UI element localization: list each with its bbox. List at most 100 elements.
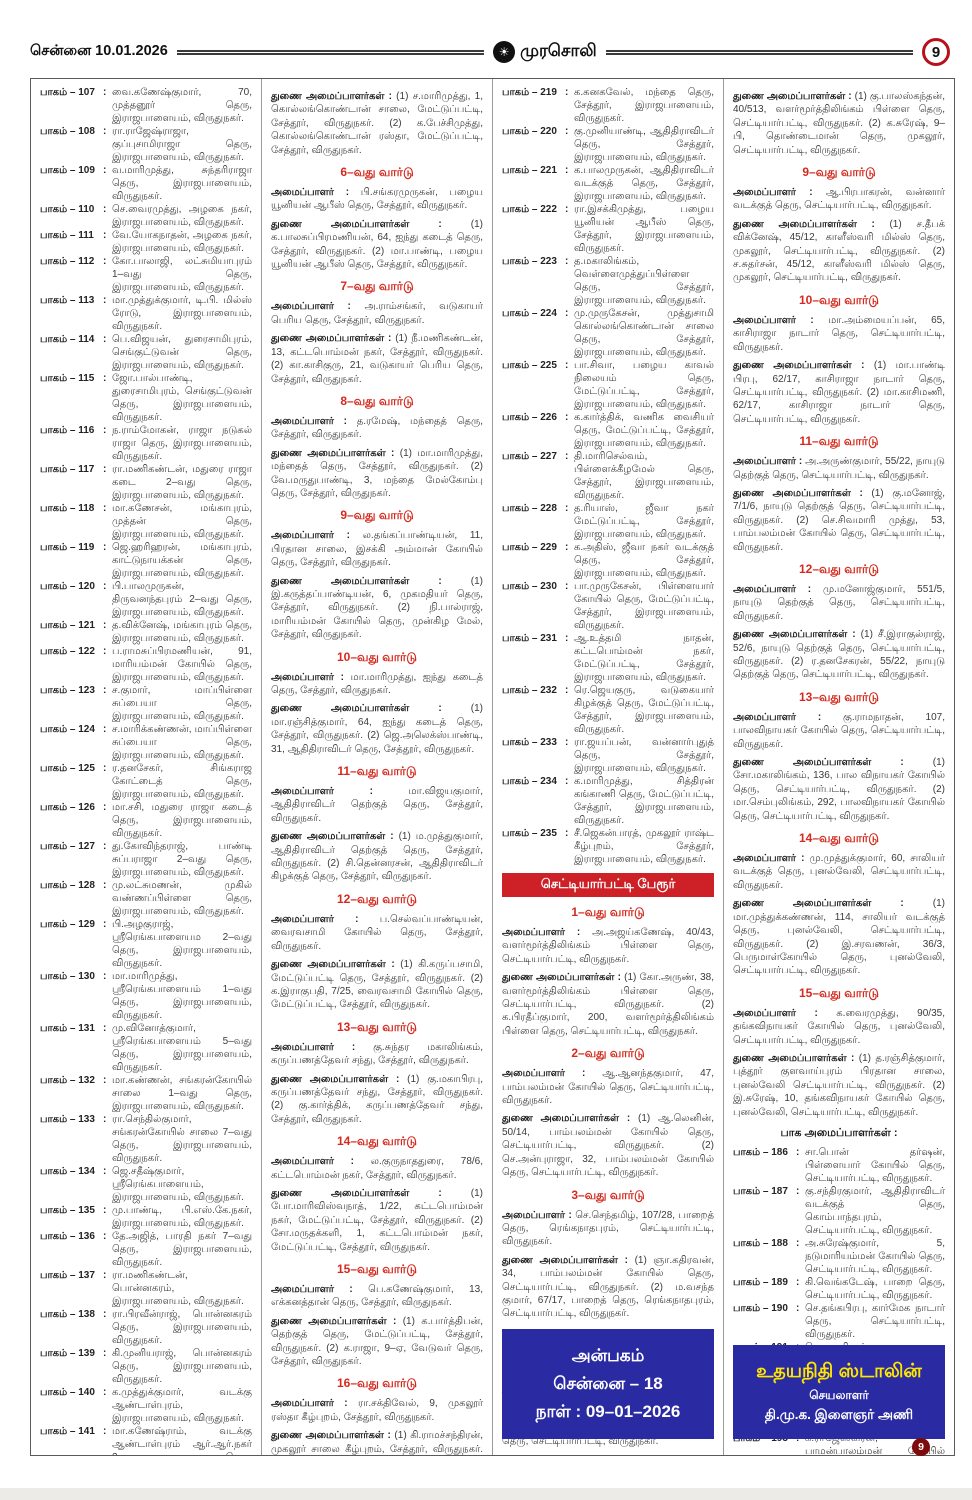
paragraph-text: ல.குருநாததுரை, 78/6, கட்டபொம்மன் நகர், ச…	[271, 1156, 483, 1181]
ward-heading: 11–வது வார்டு	[337, 764, 417, 779]
part-text: பி.பாலமுருகன், திருவனந்தபுரம் 2–வது தெரு…	[112, 581, 252, 618]
part-text: பெ.விஜயன், துரைசாமிபுரம், செங்குட்டுவன் …	[112, 334, 252, 371]
part-colon: :	[796, 1302, 800, 1314]
paragraph-label: துணை அமைப்பாளர்கள் :	[271, 831, 399, 843]
part-colon: :	[103, 1387, 107, 1398]
paragraph-text: (1) த.ரஞ்சித்குமார், புத்தூர் குளவாய்புர…	[733, 1052, 945, 1118]
member-paragraph: துணை அமைப்பாளர்கள் : (1) நீ.மணிகண்டன், 1…	[271, 332, 483, 386]
member-paragraph: துணை அமைப்பாளர்கள் : (1) இ.கருத்தப்பாண்ட…	[271, 575, 483, 642]
part-text: த.மகாலிங்கம், வெள்ளைமுத்துப்பிள்ளை தெரு,…	[574, 256, 714, 306]
part-text: ச.குமார், மாப்பிள்ளை சுப்பையா தெரு, இராஜ…	[112, 685, 252, 722]
paragraph-label: துணை அமைப்பாளர்கள் :	[733, 218, 890, 230]
part-entry: பாகம் – 232: ரெ.ஜெயகுரு, வடுகையார் கிழக்க…	[502, 684, 714, 736]
paragraph-text: ப.செல்வப்பாண்டியன், வைரவசாமி கோயில் தெரு…	[271, 913, 483, 952]
part-number: பாகம் – 127	[40, 841, 95, 852]
paragraph-text: (1) மா.ரஞ்சித்குமார், 64, ஐந்து கடைத் தெ…	[271, 703, 483, 755]
member-paragraph: அமைப்பாளர் : அ.அருண்குமார், 55/22, நாயுட…	[733, 455, 945, 482]
paragraph-text: கு.சுந்தர மகாலிங்கம், கருப்பணத்தேவர் சந்…	[271, 1041, 483, 1067]
part-entry: பாகம் – 131: மு.வினோத்குமார், ஸ்ரீரெங்கபா…	[40, 1022, 252, 1074]
part-entry: பாகம் – 234: க.மாரிமுத்து, சித்திரன் கங்க…	[502, 775, 714, 827]
ward-heading: 8–வது வார்டு	[340, 393, 414, 408]
ward-heading: 13–வது வார்டு	[799, 689, 879, 704]
part-number: பாகம் – 115	[40, 373, 95, 384]
part-number: பாகம் – 122	[40, 646, 95, 657]
notice-line: செயலாளர்	[809, 1388, 869, 1403]
member-paragraph: துணை அமைப்பாளர்கள் : (1) க.பாலசுப்பிரமணி…	[271, 218, 483, 272]
part-text: க.முத்துக்குமார், வடக்கு ஆண்டாள்புரம், இ…	[112, 1387, 252, 1424]
paragraph-text: ரா.சக்திவேல், 9, முகலூர் ரஸ்தா கீழ்புறம்…	[271, 1398, 483, 1423]
notice-line: தி.மு.க. இளைஞர் அணி	[764, 1407, 914, 1423]
part-text: செ.வைரமுத்து, அழகை நகர், இராஜபாளையம், வி…	[112, 204, 252, 228]
member-paragraph: துணை அமைப்பாளர்கள் : (1) சீ.இராகுல்ராஜ்,…	[733, 628, 945, 682]
part-number: பாகம் – 134	[40, 1166, 95, 1177]
part-colon: :	[103, 542, 107, 553]
paragraph-label: துணை அமைப்பாளர்கள் :	[271, 91, 397, 102]
member-paragraph: துணை அமைப்பாளர்கள் : (1) ச.தீபக் விக்னேஷ…	[733, 218, 945, 285]
part-colon: :	[103, 646, 107, 657]
part-colon: :	[103, 204, 107, 215]
paper-name: முரசொலி	[520, 41, 597, 60]
part-number: பாகம் – 231	[502, 633, 557, 644]
paragraph-label: துணை அமைப்பாளர்கள் :	[271, 1430, 395, 1442]
notice-box: உதயநிதி ஸ்டாலின் செயலாளர் தி.மு.க. இளைஞர் …	[733, 1344, 945, 1439]
ward-heading: 9–வது வார்டு	[802, 165, 876, 180]
part-entry: பாகம் – 119: ஜெ.ஹரிஹரன், மங்காபுரம், காட்…	[40, 541, 252, 580]
ward-heading: 1–வது வார்டு	[571, 905, 645, 919]
part-entry: பாகம் – 228: த.ரியாஸ், ஜீவா நகர் மேட்டுப்…	[502, 502, 714, 541]
part-entry: பாகம் – 137: ரா.மணிகண்டன், பொன்னகரம், இரா…	[40, 1269, 252, 1308]
part-text: த.விக்னேஷ், மங்காபுரம் தெரு, இராஜபாளையம்…	[112, 620, 252, 644]
ward-heading: 14–வது வார்டு	[337, 1134, 417, 1149]
part-entry: பாகம் – 136: தே.அஜித், பாரதி நகர் 7–வது த…	[40, 1230, 252, 1269]
part-text: ஆ.உத்தமி நாதன், கட்டபொம்மன் நகர், மேட்டு…	[574, 633, 714, 683]
member-paragraph: அமைப்பாளர் : அ.அஜய்கணேஷ், 40/43, வளர்மூர…	[502, 926, 714, 966]
ward-heading: 6–வது வார்டு	[340, 165, 414, 180]
part-number: பாகம் – 136	[40, 1231, 95, 1242]
part-number: பாகம் – 230	[502, 581, 557, 592]
part-number: பாகம் – 219	[502, 87, 557, 98]
paragraph-label: அமைப்பாளர் :	[271, 530, 363, 542]
paragraph-label: அமைப்பாளர் :	[271, 415, 357, 427]
part-entry: பாகம் – 140: க.முத்துக்குமார், வடக்கு ஆண்…	[40, 1386, 252, 1425]
part-colon: :	[565, 126, 569, 137]
paragraph-text: (1) ச.மாரிமுத்து, 1, கொல்லங்கொண்டான் சால…	[271, 91, 483, 156]
part-number: பாகம் – 117	[40, 464, 95, 475]
member-paragraph: அமைப்பாளர் : மா.விஜயகுமார், ஆதிதிராவிடர்…	[271, 785, 483, 825]
member-paragraph: துணை அமைப்பாளர்கள் : (1) மா.முத்துக்கண்ண…	[733, 897, 945, 977]
paragraph-label: அமைப்பாளர் :	[271, 1156, 371, 1168]
member-paragraph: அமைப்பாளர் : செ.செந்தமிழ், 107/28, பாறைத…	[502, 1209, 714, 1249]
ward-heading: 10–வது வார்டு	[337, 649, 417, 664]
part-colon: :	[103, 126, 107, 137]
part-number: பாகம் – 125	[40, 763, 95, 774]
page-number-footer: 9	[912, 1438, 930, 1456]
member-paragraph: துணை அமைப்பாளர்கள் : (1) கு.பாலஸ்கந்தன்,…	[733, 90, 945, 157]
part-colon: :	[103, 256, 107, 267]
member-paragraph: துணை அமைப்பாளர்கள் : (1) க.பார்த்திபன், …	[271, 1315, 483, 1369]
part-number: பாகம் – 223	[502, 256, 557, 267]
part-colon: :	[565, 776, 569, 787]
part-number: பாகம் – 139	[40, 1348, 95, 1359]
part-colon: :	[103, 1166, 107, 1177]
member-paragraph: துணை அமைப்பாளர்கள் : (1) கு.மகாபிரபு, கர…	[271, 1073, 483, 1127]
part-colon: :	[103, 1075, 107, 1086]
part-colon: :	[565, 360, 569, 371]
part-entry: பாகம் – 114: பெ.விஜயன், துரைசாமிபுரம், செ…	[40, 333, 252, 372]
member-paragraph: துணை அமைப்பாளர்கள் : (1) கி.ராமச்சந்திரன…	[271, 1429, 483, 1455]
masthead-date: சென்னை 10.01.2026	[30, 43, 168, 59]
part-text: மா.முத்துக்குமார், டி.பி. மில்ஸ் ரோடு, இ…	[112, 295, 252, 332]
paragraph-text: மு.முத்துக்குமார், 60, சாலியர் வடக்குத் …	[733, 853, 945, 891]
part-entry: பாகம் – 108: ரா.ராஜேஷ்ராஜா, குப்புசாமிராஜ…	[40, 125, 252, 164]
part-entry: பாகம் – 115: ஜோ.பால்பாண்டி, துரைசாமிபுரம்…	[40, 372, 252, 424]
part-number: பாகம் – 109	[40, 165, 95, 176]
part-entry: பாகம் – 113: மா.முத்துக்குமார், டி.பி. மி…	[40, 294, 252, 333]
paragraph-text: (1) ம.முத்துகுமார், ஆதிதிராவிடர் தெற்குத…	[271, 831, 483, 883]
part-text: ரா.இசக்கிமுத்து, பழைய யூனியன் ஆபீஸ் தெரு…	[574, 204, 714, 254]
paragraph-text: (1) கோ.அருண், 38, வளர்மூர்த்திலிங்கம் பி…	[502, 972, 714, 1037]
part-text: மா.சசி, மதுரை ராஜா கடைத் தெரு, இராஜபாளைய…	[112, 802, 252, 839]
part-number: பாகம் – 188	[733, 1237, 788, 1249]
paragraph-text: (1) கு.பாலஸ்கந்தன், 40/513, வளர்மூர்த்தி…	[733, 91, 945, 156]
part-text: வ.மாரிமுத்து, சுந்தரிராஜா தெரு, இராஜபாளை…	[112, 165, 252, 202]
paragraph-text: (1) சோ.மகாலிங்கம், 136, பால விநாயகர் கோய…	[733, 757, 945, 822]
part-text: ரெ.ஜெயகுரு, வடுகையார் கிழக்குத் தெரு, மே…	[574, 685, 714, 735]
paragraph-text: (1) மா.முத்துக்கண்ணன், 114, சாலியர் வடக்…	[733, 898, 945, 977]
part-number: பாகம் – 131	[40, 1023, 95, 1034]
